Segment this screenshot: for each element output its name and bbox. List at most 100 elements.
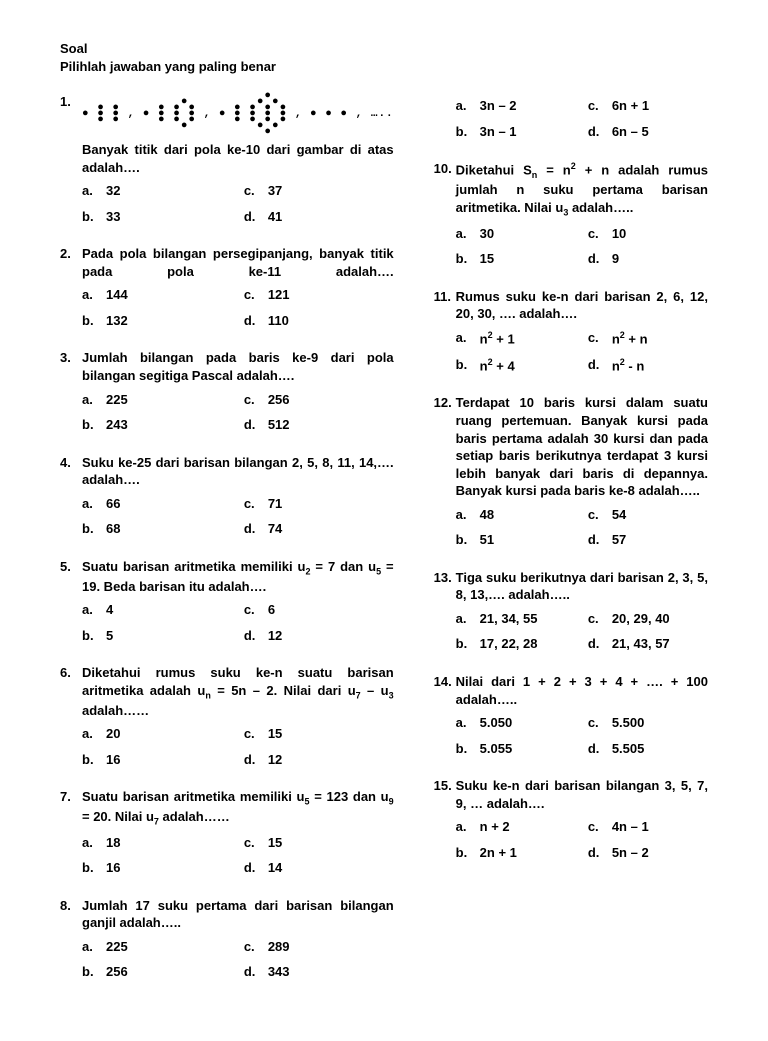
option-d: d.512 xyxy=(244,416,394,434)
question-body: Suku ke-25 dari barisan bilangan 2, 5, 8… xyxy=(82,454,394,538)
options: a.48c.54b.51d.57 xyxy=(456,506,708,549)
option-text: 17, 22, 28 xyxy=(480,635,576,653)
question-number: 12. xyxy=(434,394,456,548)
options: a.21, 34, 55c.20, 29, 40b.17, 22, 28d.21… xyxy=(456,610,708,653)
option-letter: c. xyxy=(588,610,612,628)
question-text: Rumus suku ke-n dari barisan 2, 6, 12, 2… xyxy=(456,288,708,323)
question-text: Terdapat 10 baris kursi dalam suatu ruan… xyxy=(456,394,708,499)
option-letter: a. xyxy=(82,938,106,956)
option-b: b.2n + 1 xyxy=(456,844,576,862)
options: a.18c.15b.16d.14 xyxy=(82,834,394,877)
question-number: 5. xyxy=(60,558,82,644)
option-text: n2 + 1 xyxy=(480,329,576,348)
option-b: b.243 xyxy=(82,416,232,434)
question-text: Diketahui Sn = n2 + n adalah rumus jumla… xyxy=(456,160,708,218)
question-body: a.3n – 2c.6n + 1b.3n – 1d.6n – 5 xyxy=(456,93,708,140)
option-text: 4n – 1 xyxy=(612,818,708,836)
option-text: 9 xyxy=(612,250,708,268)
option-b: b.16 xyxy=(82,751,232,769)
option-letter: b. xyxy=(82,208,106,226)
option-letter: a. xyxy=(82,391,106,409)
question: 15.Suku ke-n dari barisan bilangan 3, 5,… xyxy=(434,777,708,861)
option-letter: d. xyxy=(588,740,612,758)
option-text: 4 xyxy=(106,601,232,619)
option-a: a.n + 2 xyxy=(456,818,576,836)
option-text: 16 xyxy=(106,859,232,877)
question-number: 1. xyxy=(60,93,82,225)
question-text: Suatu barisan aritmetika memiliki u5 = 1… xyxy=(82,788,394,827)
option-b: b.132 xyxy=(82,312,232,330)
question: 14.Nilai dari 1 + 2 + 3 + 4 + …. + 100 a… xyxy=(434,673,708,757)
question: 11.Rumus suku ke-n dari barisan 2, 6, 12… xyxy=(434,288,708,375)
option-letter: a. xyxy=(82,495,106,513)
option-letter: a. xyxy=(82,182,106,200)
question-body: Diketahui Sn = n2 + n adalah rumus jumla… xyxy=(456,160,708,267)
option-text: 12 xyxy=(268,751,394,769)
option-d: d.14 xyxy=(244,859,394,877)
option-letter: c. xyxy=(244,391,268,409)
option-text: n2 - n xyxy=(612,356,708,375)
option-b: b.5 xyxy=(82,627,232,645)
question-text: Suatu barisan aritmetika memiliki u2 = 7… xyxy=(82,558,394,595)
option-text: 20 xyxy=(106,725,232,743)
question-number: 4. xyxy=(60,454,82,538)
option-letter: c. xyxy=(244,182,268,200)
option-letter: d. xyxy=(588,635,612,653)
options: a.66c.71b.68d.74 xyxy=(82,495,394,538)
option-a: a.30 xyxy=(456,225,576,243)
option-c: c.15 xyxy=(244,725,394,743)
option-text: 2n + 1 xyxy=(480,844,576,862)
question-body: Pada pola bilangan persegipanjang, banya… xyxy=(82,245,394,329)
option-a: a.4 xyxy=(82,601,232,619)
option-a: a.144 xyxy=(82,286,232,304)
question-number: 8. xyxy=(60,897,82,981)
question-text: Suku ke-n dari barisan bilangan 3, 5, 7,… xyxy=(456,777,708,812)
options: a.3n – 2c.6n + 1b.3n – 1d.6n – 5 xyxy=(456,97,708,140)
option-letter: a. xyxy=(82,725,106,743)
option-c: c.37 xyxy=(244,182,394,200)
question-text: Banyak titik dari pola ke-10 dari gambar… xyxy=(82,141,394,176)
question-number: 3. xyxy=(60,349,82,433)
option-text: 110 xyxy=(268,312,394,330)
option-letter: b. xyxy=(82,312,106,330)
option-text: 512 xyxy=(268,416,394,434)
option-text: 51 xyxy=(480,531,576,549)
question-body: Terdapat 10 baris kursi dalam suatu ruan… xyxy=(456,394,708,548)
option-a: a.20 xyxy=(82,725,232,743)
option-letter: d. xyxy=(244,859,268,877)
option-text: 256 xyxy=(268,391,394,409)
option-text: 144 xyxy=(106,286,232,304)
option-text: 32 xyxy=(106,182,232,200)
question: 10.Diketahui Sn = n2 + n adalah rumus ju… xyxy=(434,160,708,267)
option-c: c.289 xyxy=(244,938,394,956)
question: 5.Suatu barisan aritmetika memiliki u2 =… xyxy=(60,558,394,644)
option-b: b.3n – 1 xyxy=(456,123,576,141)
question: 4.Suku ke-25 dari barisan bilangan 2, 5,… xyxy=(60,454,394,538)
question: 2.Pada pola bilangan persegipanjang, ban… xyxy=(60,245,394,329)
option-letter: d. xyxy=(588,531,612,549)
option-text: 343 xyxy=(268,963,394,981)
option-letter: c. xyxy=(244,725,268,743)
options: a.n + 2c.4n – 1b.2n + 1d.5n – 2 xyxy=(456,818,708,861)
option-letter: d. xyxy=(244,627,268,645)
options: a.30c.10b.15d.9 xyxy=(456,225,708,268)
option-text: 10 xyxy=(612,225,708,243)
option-d: d.41 xyxy=(244,208,394,226)
option-text: 6n + 1 xyxy=(612,97,708,115)
option-b: b.256 xyxy=(82,963,232,981)
option-letter: c. xyxy=(588,225,612,243)
option-c: c.20, 29, 40 xyxy=(588,610,708,628)
option-a: a.3n – 2 xyxy=(456,97,576,115)
option-text: 41 xyxy=(268,208,394,226)
option-text: 21, 43, 57 xyxy=(612,635,708,653)
option-c: c.6 xyxy=(244,601,394,619)
question-body: Jumlah bilangan pada baris ke-9 dari pol… xyxy=(82,349,394,433)
left-column: 1. ● ● ● ● ● ● ● ● ● ● ● ● ● ● ● ● , ● ●… xyxy=(60,93,394,1001)
option-text: 121 xyxy=(268,286,394,304)
right-column: a.3n – 2c.6n + 1b.3n – 1d.6n – 510.Diket… xyxy=(434,93,708,1001)
option-letter: d. xyxy=(588,250,612,268)
question: 1. ● ● ● ● ● ● ● ● ● ● ● ● ● ● ● ● , ● ●… xyxy=(60,93,394,225)
option-letter: a. xyxy=(456,329,480,347)
options: a.5.050c.5.500b.5.055d.5.505 xyxy=(456,714,708,757)
option-text: 132 xyxy=(106,312,232,330)
